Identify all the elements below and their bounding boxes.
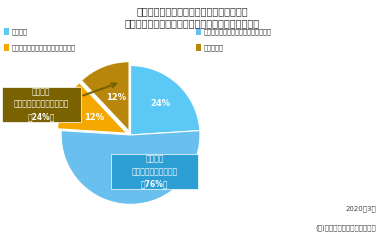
Text: 抵抗がある: 抵抗がある xyxy=(204,44,224,51)
Text: (株)ＣＢホールディングス調べ: (株)ＣＢホールディングス調べ xyxy=(316,225,376,231)
Text: 24%: 24% xyxy=(150,99,170,108)
Text: 抵抗なし
現地での説明会を希望
（76%）: 抵抗なし 現地での説明会を希望 （76%） xyxy=(131,155,178,189)
Wedge shape xyxy=(131,66,200,135)
Text: 12%: 12% xyxy=(106,93,126,102)
Text: できればオンラインだとありがたい: できればオンラインだとありがたい xyxy=(12,44,76,51)
Text: 12%: 12% xyxy=(84,113,104,122)
Wedge shape xyxy=(81,62,129,131)
Text: 52%: 52% xyxy=(121,174,141,182)
Text: 2020年3月: 2020年3月 xyxy=(346,206,376,212)
Text: 現地での説明会に参加することに抵抗がありますか: 現地での説明会に参加することに抵抗がありますか xyxy=(124,18,260,28)
Text: 抵抗あり
できればオンラインを希望
（24%）: 抵抗あり できればオンラインを希望 （24%） xyxy=(13,87,69,121)
Wedge shape xyxy=(58,83,127,133)
Text: 全くない: 全くない xyxy=(12,28,28,35)
Text: 新型コロナウイルス感染症の拡大に伴い、: 新型コロナウイルス感染症の拡大に伴い、 xyxy=(136,6,248,16)
Wedge shape xyxy=(61,131,200,204)
Text: できれば現地での説明会に参加したい: できれば現地での説明会に参加したい xyxy=(204,28,272,35)
